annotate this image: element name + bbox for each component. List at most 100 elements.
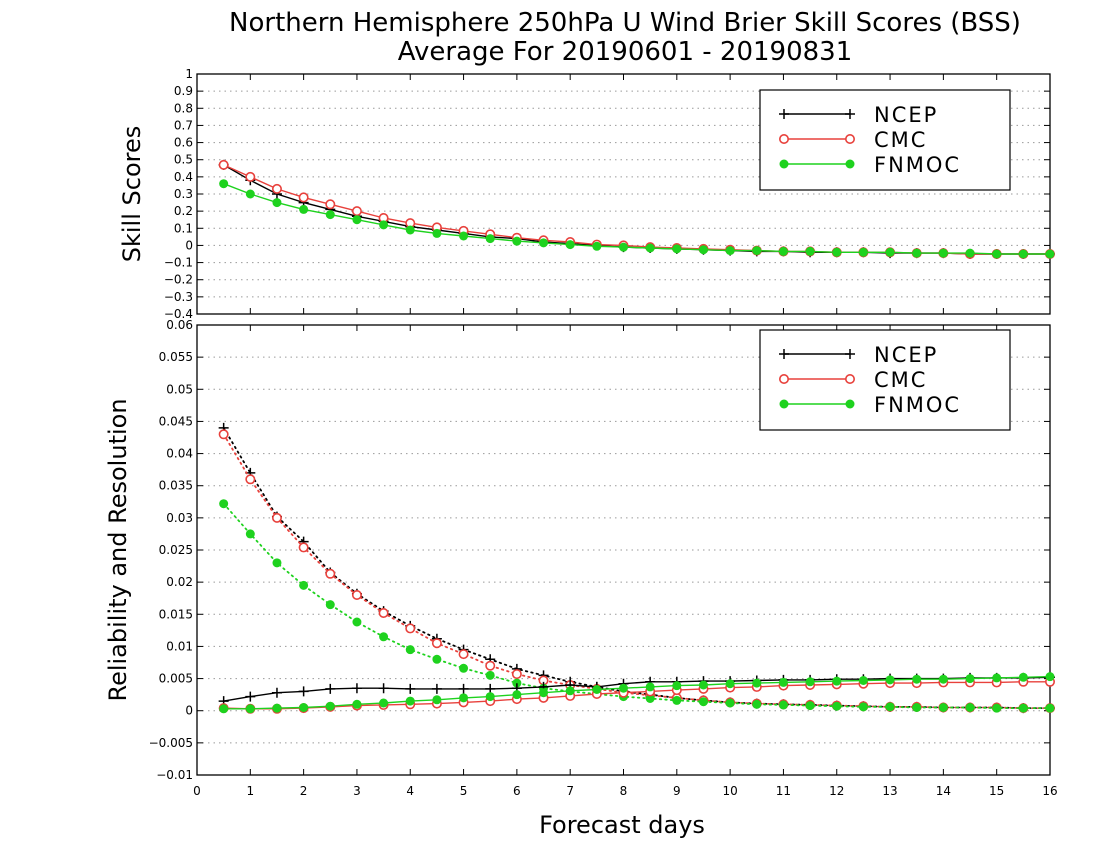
data-point-cmc-reliability	[325, 568, 336, 579]
data-point-cmc	[218, 159, 229, 170]
data-point-fnmoc	[992, 249, 1002, 259]
data-point-cmc-reliability	[485, 660, 496, 671]
data-point-fnmoc-resolution	[405, 696, 415, 706]
x-tick-label: 1	[246, 784, 254, 798]
data-point-ncep-resolution	[458, 683, 469, 694]
data-point-fnmoc-resolution	[565, 686, 575, 696]
data-point-fnmoc	[379, 220, 389, 230]
x-tick-label: 8	[620, 784, 628, 798]
y-tick-label: −0.2	[164, 273, 193, 287]
data-point-cmc-reliability	[271, 512, 282, 523]
data-point-fnmoc-resolution	[885, 675, 895, 685]
data-point-fnmoc-reliability	[725, 698, 735, 708]
legend-marker	[845, 159, 855, 169]
legend-marker	[845, 399, 855, 409]
data-point-cmc	[271, 183, 282, 194]
x-tick-label: 13	[882, 784, 897, 798]
y-tick-label: 0.4	[174, 170, 193, 184]
data-point-fnmoc-reliability	[245, 529, 255, 539]
data-point-ncep-resolution	[378, 683, 389, 694]
x-tick-label: 12	[829, 784, 844, 798]
y-tick-label: 0	[185, 704, 193, 718]
y-axis-label: Reliability and Resolution	[104, 398, 132, 701]
series-line-ncep-resolution	[223, 676, 1051, 702]
legend-marker	[845, 109, 855, 119]
data-point-fnmoc	[592, 241, 602, 251]
x-tick-label: 9	[673, 784, 681, 798]
data-point-fnmoc	[565, 240, 575, 250]
data-point-fnmoc-resolution	[245, 704, 255, 714]
data-point-fnmoc-reliability	[272, 558, 282, 568]
data-point-cmc-reliability	[351, 589, 362, 600]
data-point-fnmoc-resolution	[938, 674, 948, 684]
data-point-fnmoc	[965, 248, 975, 258]
data-point-fnmoc	[299, 204, 309, 214]
data-point-fnmoc-reliability	[672, 695, 682, 705]
y-tick-label: −0.01	[156, 768, 193, 782]
data-point-fnmoc-reliability	[1045, 703, 1055, 713]
data-point-fnmoc	[405, 225, 415, 235]
y-tick-label: −0.005	[149, 736, 193, 750]
data-point-fnmoc-reliability	[645, 694, 655, 703]
data-point-fnmoc	[725, 246, 735, 256]
data-point-cmc-reliability	[458, 649, 469, 660]
y-tick-label: 0.005	[159, 672, 193, 686]
data-point-fnmoc-reliability	[219, 499, 229, 509]
series-line-fnmoc	[223, 183, 1050, 255]
legend-marker	[779, 349, 789, 359]
y-tick-label: −0.4	[164, 307, 193, 321]
y-tick-label: 0.035	[159, 479, 193, 493]
data-point-fnmoc-resolution	[752, 678, 762, 688]
data-point-ncep-resolution	[245, 691, 256, 702]
data-point-ncep-resolution	[431, 683, 442, 694]
data-point-fnmoc	[858, 247, 868, 257]
data-point-fnmoc	[512, 236, 522, 246]
data-point-fnmoc-resolution	[512, 690, 522, 700]
data-point-cmc-reliability	[298, 542, 309, 553]
legend-box	[759, 89, 1011, 191]
data-point-fnmoc-reliability	[778, 700, 788, 710]
data-point-fnmoc-reliability	[992, 703, 1002, 713]
data-point-fnmoc-reliability	[405, 645, 415, 655]
y-tick-label: 0.015	[159, 607, 193, 621]
data-point-fnmoc-resolution	[539, 688, 549, 698]
legend-marker	[778, 373, 789, 384]
data-point-fnmoc	[752, 246, 762, 256]
chart-subtitle: Average For 20190601 - 20190831	[398, 37, 853, 67]
data-point-cmc-reliability	[218, 429, 229, 440]
y-tick-label: 0.045	[159, 414, 193, 428]
data-point-fnmoc-reliability	[512, 678, 522, 688]
data-point-fnmoc-reliability	[698, 697, 708, 707]
data-point-fnmoc-reliability	[325, 600, 335, 610]
x-tick-label: 4	[406, 784, 414, 798]
legend-marker	[779, 399, 789, 409]
data-point-cmc-reliability	[245, 474, 256, 485]
y-tick-label: 0.05	[166, 382, 193, 396]
data-point-fnmoc-resolution	[832, 676, 842, 686]
series-line-fnmoc-reliability	[222, 502, 1051, 709]
data-point-fnmoc	[832, 247, 842, 257]
y-tick-label: 0.7	[174, 118, 193, 132]
series-line-ncep-reliability	[222, 426, 1051, 709]
legend-entry-fnmoc: FNMOC	[779, 393, 959, 417]
data-point-fnmoc	[539, 238, 549, 248]
chart-panels: −0.4 −0.3 −0.2 −0.1 0 0.1 0.2 0.3 0.4 0.5 0.6 0.7 0.…	[104, 67, 1058, 798]
data-point-fnmoc	[352, 215, 362, 225]
data-point-fnmoc-reliability	[459, 663, 469, 673]
y-tick-label: −0.3	[164, 290, 193, 304]
legend-label: NCEP	[874, 103, 938, 127]
x-tick-label: 2	[300, 784, 308, 798]
data-point-fnmoc-reliability	[938, 703, 948, 712]
data-point-fnmoc-reliability	[832, 701, 842, 711]
x-tick-label: 3	[353, 784, 361, 798]
legend-entry-ncep: NCEP	[779, 343, 936, 367]
data-point-fnmoc-resolution	[992, 673, 1002, 683]
data-point-ncep-resolution	[298, 686, 309, 697]
data-point-fnmoc-resolution	[778, 677, 788, 687]
plot-frame	[196, 73, 1051, 315]
y-tick-label: 0.06	[166, 318, 193, 332]
data-point-cmc-reliability	[405, 623, 416, 634]
data-point-cmc-reliability	[511, 669, 522, 680]
